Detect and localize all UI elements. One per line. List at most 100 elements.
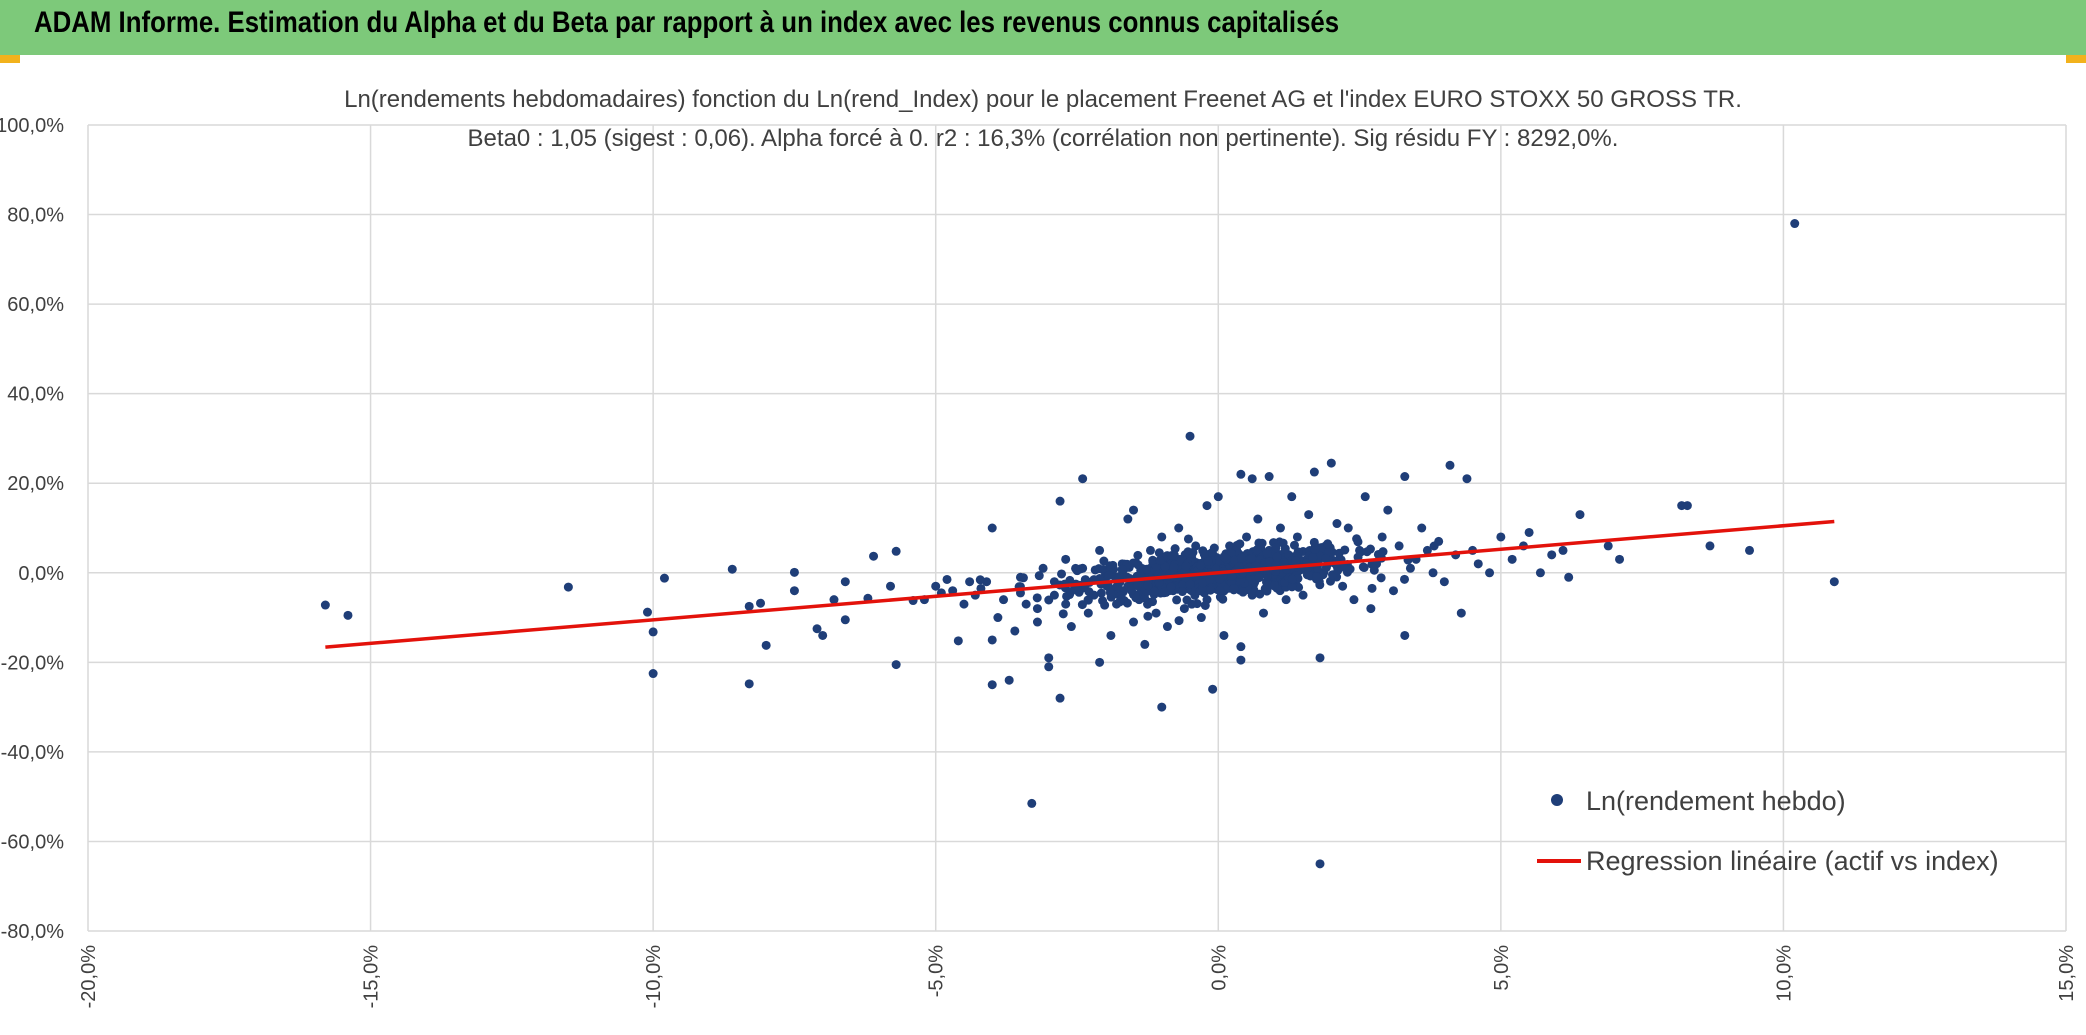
data-point xyxy=(987,680,997,690)
data-point xyxy=(1745,545,1755,555)
x-tick-label: -20,0% xyxy=(78,945,100,1009)
data-point xyxy=(1055,693,1065,703)
data-point xyxy=(1166,582,1176,592)
x-tick-label: 15,0% xyxy=(2056,945,2078,1002)
data-point xyxy=(659,573,669,583)
data-point xyxy=(642,607,652,617)
data-point xyxy=(1275,523,1285,533)
y-tick-label: -40,0% xyxy=(1,742,65,764)
data-point xyxy=(1349,595,1359,605)
data-point xyxy=(1383,505,1393,515)
data-point xyxy=(1705,541,1715,551)
data-point xyxy=(1429,541,1439,551)
data-point xyxy=(1128,558,1138,568)
regression-line-group xyxy=(325,519,1835,649)
data-point xyxy=(1253,514,1263,524)
data-point xyxy=(1140,639,1150,649)
y-axis-ticks: 100,0% 80,0% 60,0% 40,0% 20,0% 0,0% -20,0% -40,… xyxy=(0,115,64,943)
data-point xyxy=(320,600,330,610)
x-tick-label: -10,0% xyxy=(643,945,665,1009)
legend-marker-points xyxy=(1551,794,1563,806)
data-point xyxy=(1080,575,1090,585)
data-point xyxy=(1044,653,1054,663)
data-point xyxy=(1133,550,1143,560)
data-point xyxy=(1308,553,1318,563)
data-point xyxy=(975,575,985,585)
data-point xyxy=(1027,798,1037,808)
data-point xyxy=(756,598,766,608)
data-point xyxy=(789,586,799,596)
data-point xyxy=(1095,657,1105,667)
data-point xyxy=(1018,573,1028,583)
data-point xyxy=(1177,587,1187,597)
data-point xyxy=(1021,599,1031,609)
data-point xyxy=(1315,859,1325,869)
data-point xyxy=(1287,582,1297,592)
data-point xyxy=(1114,572,1124,582)
data-point xyxy=(1287,574,1297,584)
data-point xyxy=(1044,595,1054,605)
legend: Ln(rendement hebdo) Regression linéaire … xyxy=(1537,786,1999,876)
data-point xyxy=(886,581,896,591)
data-point xyxy=(1323,539,1333,549)
data-point xyxy=(1172,595,1182,605)
x-axis-ticks: -20,0% -15,0% -10,0% -5,0% 0,0% 5,0% 10,0% 15,0… xyxy=(78,945,2078,1009)
data-point xyxy=(1289,540,1299,550)
data-point xyxy=(1333,565,1343,575)
data-point xyxy=(1129,617,1139,627)
data-point xyxy=(1359,563,1369,573)
data-point xyxy=(1104,570,1114,580)
y-tick-label: 100,0% xyxy=(0,115,64,137)
data-point xyxy=(1360,492,1370,502)
report-header-bar: ADAM Informe. Estimation du Alpha et du … xyxy=(0,0,2086,55)
data-point xyxy=(1262,548,1272,558)
data-point xyxy=(1281,595,1291,605)
data-point xyxy=(1422,545,1432,555)
data-point xyxy=(1338,581,1348,591)
data-point xyxy=(1155,555,1165,565)
data-point xyxy=(1428,568,1438,578)
data-point xyxy=(1496,532,1506,542)
data-point xyxy=(1032,593,1042,603)
data-point xyxy=(891,660,901,670)
data-point xyxy=(1236,553,1246,563)
data-point xyxy=(1182,595,1192,605)
data-point xyxy=(1066,622,1076,632)
data-point xyxy=(1388,586,1398,596)
data-point xyxy=(1149,586,1159,596)
report-title: ADAM Informe. Estimation du Alpha et du … xyxy=(34,6,1340,39)
data-point xyxy=(1105,588,1115,598)
data-point xyxy=(1057,569,1067,579)
data-point xyxy=(869,551,879,561)
data-point xyxy=(1236,655,1246,665)
data-point xyxy=(1558,545,1568,555)
data-point xyxy=(1185,579,1195,589)
data-point xyxy=(1790,219,1800,229)
data-point xyxy=(1254,573,1264,583)
data-point xyxy=(1462,474,1472,484)
data-point xyxy=(1141,564,1151,574)
data-point xyxy=(1603,541,1613,551)
data-point xyxy=(993,613,1003,623)
data-point xyxy=(1183,534,1193,544)
data-point xyxy=(1032,604,1042,614)
data-point xyxy=(1321,553,1331,563)
data-point xyxy=(1400,574,1410,584)
data-point xyxy=(1304,510,1314,520)
data-point xyxy=(1225,541,1235,551)
data-point xyxy=(1202,501,1212,511)
data-point xyxy=(1269,581,1279,591)
data-point xyxy=(1473,559,1483,569)
data-point xyxy=(1255,589,1265,599)
data-point xyxy=(942,574,952,584)
chart-title: Ln(rendements hebdomadaires) fonction du… xyxy=(344,86,1742,113)
data-point xyxy=(1084,587,1094,597)
data-point xyxy=(1126,585,1136,595)
scatter-chart: Ln(rendements hebdomadaires) fonction du… xyxy=(0,86,2078,1009)
data-point xyxy=(1829,577,1839,587)
data-point xyxy=(1352,534,1362,544)
data-point xyxy=(1174,523,1184,533)
y-tick-label: 20,0% xyxy=(7,473,64,495)
y-tick-label: 80,0% xyxy=(7,205,64,227)
data-point xyxy=(744,679,754,689)
